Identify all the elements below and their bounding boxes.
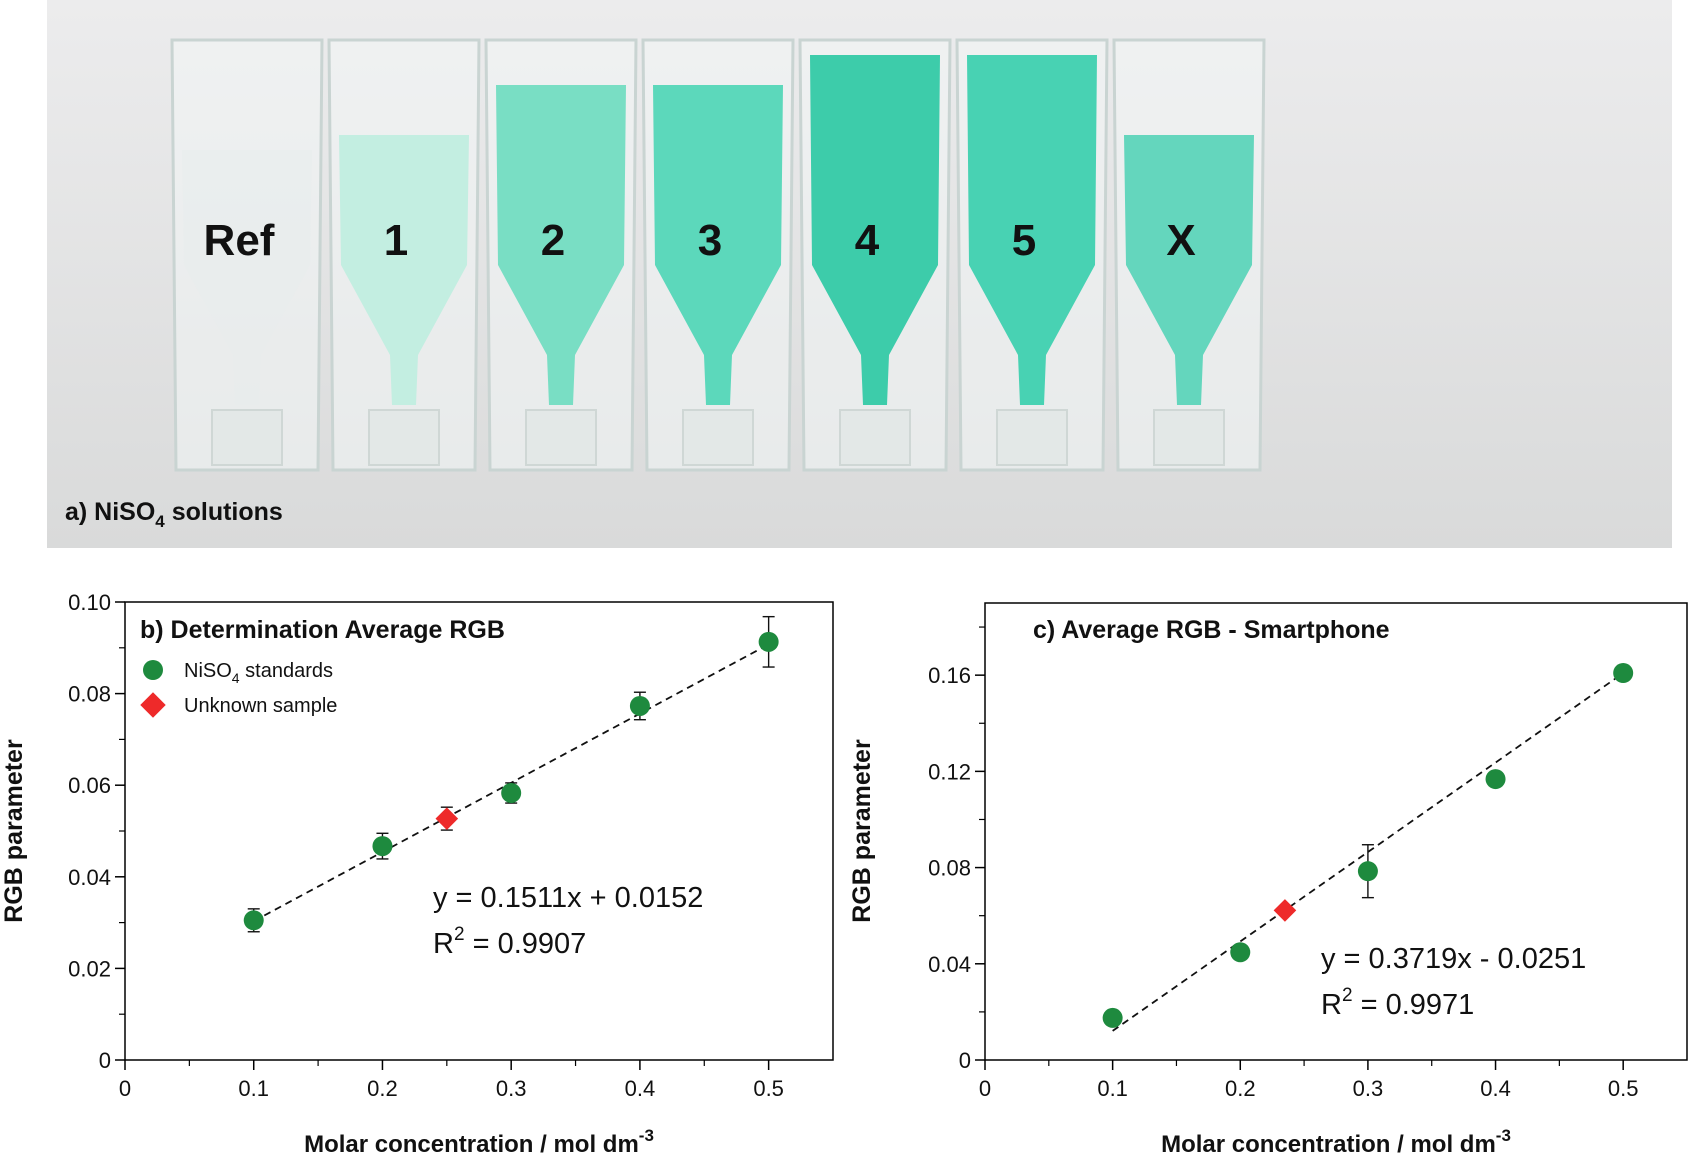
x-tick-label: 0.3 [496, 1076, 527, 1101]
cuvette-foot [839, 409, 911, 466]
cuvette-label: 5 [1012, 216, 1036, 265]
cuvette-3: 3 [641, 38, 795, 472]
cuvette-label: 1 [384, 216, 408, 265]
r-squared: R2 = 0.9907 [433, 924, 586, 960]
data-point-standard [758, 631, 779, 652]
legend: NiSO4 standards Unknown sample [140, 660, 337, 718]
x-tick-label: 0 [979, 1076, 991, 1101]
legend-label-standards: NiSO4 standards [184, 660, 333, 686]
cuvette-5: 5 [955, 38, 1109, 472]
y-tick-label: 0.04 [68, 865, 111, 890]
y-tick-label: 0.06 [68, 773, 111, 798]
x-tick-label: 0.1 [1097, 1076, 1128, 1101]
data-point-standard [1357, 861, 1378, 882]
cuvette-photo: Ref 1 2 3 4 5 X a) NiSO4 solutions [47, 0, 1672, 548]
chart-title: c) Average RGB - Smartphone [1033, 616, 1390, 644]
plot-frame [984, 602, 1688, 1061]
y-axis-label: RGB parameter [0, 739, 28, 923]
cuvette-foot [996, 409, 1068, 466]
x-tick-label: 0.5 [753, 1076, 784, 1101]
chart-title: b) Determination Average RGB [140, 616, 505, 644]
cuvette-liquid [339, 135, 469, 405]
x-axis-label: Molar concentration / mol dm-3 [304, 1126, 654, 1157]
cuvette-2: 2 [484, 38, 638, 472]
y-tick-label: 0.16 [928, 663, 971, 688]
fit-equation: y = 0.3719x - 0.0251 [1321, 943, 1586, 975]
data-point-standard [629, 695, 650, 716]
y-tick-label: 0.02 [68, 956, 111, 981]
data-point-standard [243, 910, 264, 931]
x-tick-label: 0.2 [367, 1076, 398, 1101]
fit-equation: y = 0.1511x + 0.0152 [433, 882, 703, 914]
cuvette-liquid [496, 85, 626, 405]
x-tick-label: 0.5 [1608, 1076, 1639, 1101]
cuvette-liquid [967, 55, 1097, 405]
x-axis-label: Molar concentration / mol dm-3 [1161, 1126, 1511, 1157]
cuvette-foot [682, 409, 754, 466]
data-point-unknown [435, 807, 459, 830]
x-tick-label: 0.3 [1353, 1076, 1384, 1101]
data-point-standard [372, 836, 393, 857]
axis-ticks: 0 0.1 0.2 0.3 0.4 0.5 0 0.02 0.04 0.06 0.08 0.10 [68, 590, 784, 1101]
y-tick-label: 0.04 [928, 952, 971, 977]
data-point-standard [501, 782, 522, 803]
cuvette-row: Ref 1 2 3 4 5 X [170, 38, 1266, 472]
axis-ticks: 0 0.1 0.2 0.3 0.4 0.5 0 0.04 0.08 0.12 0.16 [928, 626, 1639, 1101]
r-squared: R2 = 0.9971 [1321, 985, 1474, 1021]
photo-caption: a) NiSO4 solutions [65, 498, 283, 531]
y-tick-label: 0 [959, 1048, 971, 1073]
cuvette-label: 3 [698, 216, 722, 265]
cuvette-foot [525, 409, 597, 466]
y-tick-label: 0.08 [68, 682, 111, 707]
x-tick-label: 0.4 [625, 1076, 656, 1101]
data-point-standard [1485, 769, 1506, 790]
legend-marker-standards [143, 660, 163, 680]
y-tick-label: 0.10 [68, 590, 111, 615]
fit-line [1112, 672, 1624, 1032]
y-tick-label: 0.08 [928, 856, 971, 881]
data-point-standard [1230, 942, 1251, 963]
y-axis-label: RGB parameter [850, 739, 876, 923]
cuvette-ref: Ref [170, 38, 324, 472]
x-tick-label: 0.1 [238, 1076, 269, 1101]
cuvette-liquid [182, 150, 312, 405]
cuvette-foot [1153, 409, 1225, 466]
legend-marker-unknown [140, 692, 166, 718]
cuvette-x: X [1112, 38, 1266, 472]
data-point-unknown [1273, 899, 1297, 922]
x-tick-label: 0.4 [1480, 1076, 1511, 1101]
chart-b-determination-average-rgb: 0 0.1 0.2 0.3 0.4 0.5 0 0.02 0.04 0.06 0.08 0.10 b)… [0, 590, 834, 1157]
cuvette-label: 4 [855, 216, 880, 265]
legend-label-unknown: Unknown sample [184, 695, 337, 717]
cuvette-label: X [1166, 216, 1195, 265]
cuvette-liquid [810, 55, 940, 405]
cuvette-label: Ref [204, 216, 275, 265]
x-tick-label: 0.2 [1225, 1076, 1256, 1101]
cuvette-label: 2 [541, 216, 565, 265]
cuvette-4: 4 [798, 38, 952, 472]
data-point-standard [1102, 1007, 1123, 1028]
cuvette-foot [211, 409, 283, 466]
data-point-standard [1613, 662, 1634, 683]
y-tick-label: 0 [99, 1048, 111, 1073]
cuvette-1: 1 [327, 38, 481, 472]
cuvette-foot [368, 409, 440, 466]
y-tick-label: 0.12 [928, 759, 971, 784]
cuvette-liquid [653, 85, 783, 405]
cuvette-liquid [1124, 135, 1254, 405]
x-tick-label: 0 [119, 1076, 131, 1101]
chart-c-average-rgb-smartphone: 0 0.1 0.2 0.3 0.4 0.5 0 0.04 0.08 0.12 0.16 c) Ave… [850, 602, 1688, 1157]
